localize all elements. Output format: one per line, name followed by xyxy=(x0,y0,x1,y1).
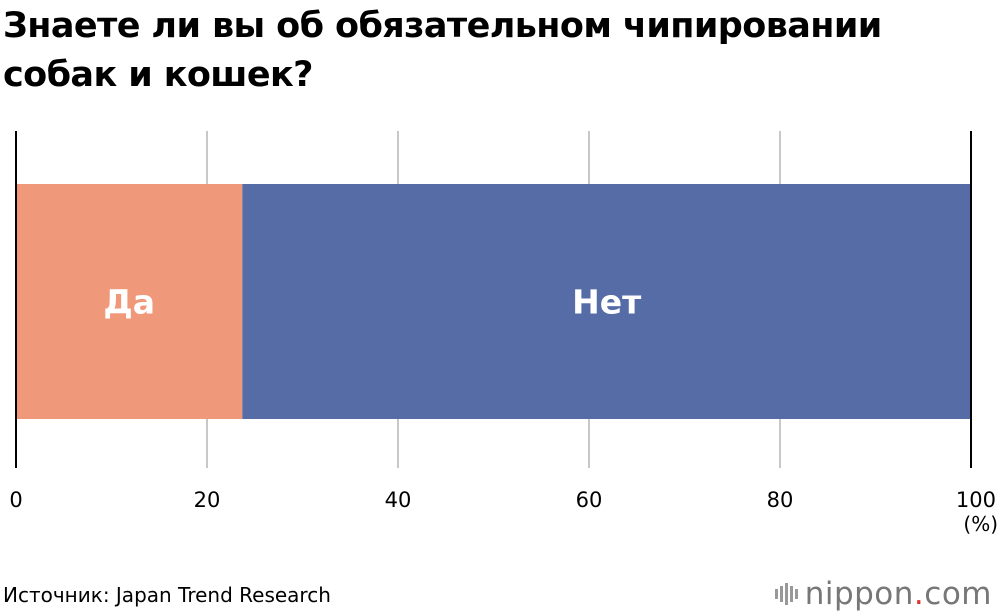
x-tick-label-80: 80 xyxy=(767,488,794,512)
x-tick-label-0: 0 xyxy=(9,488,22,512)
x-axis-unit-label: (%) xyxy=(963,512,998,536)
x-tick-label-60: 60 xyxy=(576,488,603,512)
bar-label-0: Да xyxy=(103,283,155,322)
source-note: Источник: Japan Trend Research xyxy=(3,583,331,607)
bar-segment-1 xyxy=(242,184,971,419)
sound-wave-icon xyxy=(774,583,798,605)
logo-name: nippon xyxy=(804,576,914,612)
nippon-com-logo: nippon. com xyxy=(774,576,992,612)
bar-segment-0 xyxy=(16,184,243,419)
x-tick-label-40: 40 xyxy=(385,488,412,512)
x-tick-label-20: 20 xyxy=(194,488,221,512)
logo-tld: com xyxy=(924,576,992,612)
x-tick-label-100: 100 xyxy=(956,488,996,512)
logo-dot: . xyxy=(913,576,925,612)
bar-label-1: Нет xyxy=(572,283,641,322)
chart-title: Знаете ли вы об обязательном чипировании… xyxy=(3,6,882,95)
